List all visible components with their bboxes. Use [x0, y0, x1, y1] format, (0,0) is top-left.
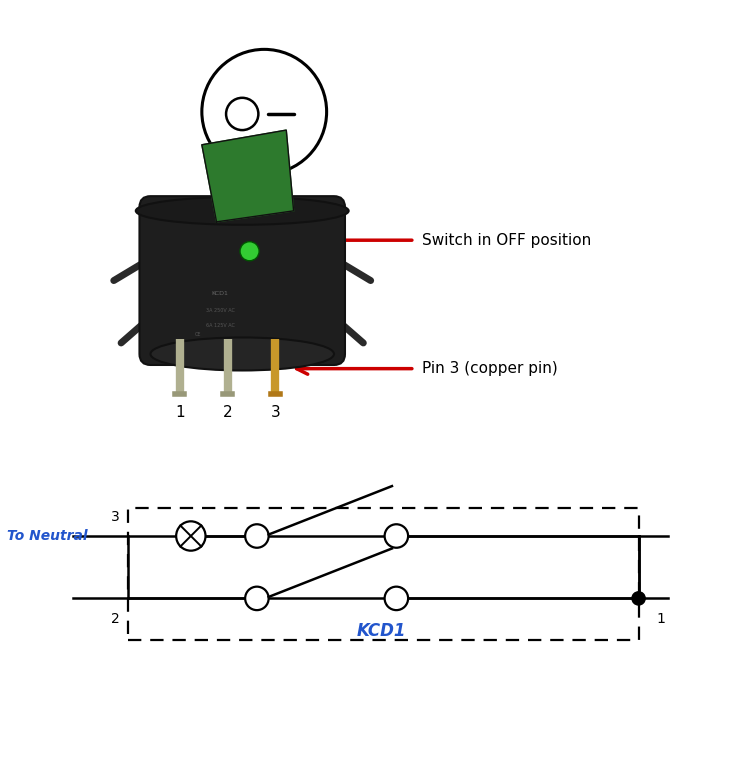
- Text: To Neutral: To Neutral: [7, 529, 88, 543]
- Ellipse shape: [150, 337, 334, 371]
- Ellipse shape: [136, 197, 349, 224]
- Circle shape: [202, 50, 327, 174]
- Circle shape: [385, 587, 408, 610]
- Circle shape: [632, 592, 645, 605]
- Text: 1: 1: [175, 405, 185, 420]
- Text: 1: 1: [657, 612, 666, 626]
- Text: 6A 125V AC: 6A 125V AC: [206, 323, 235, 328]
- Text: KCD1: KCD1: [357, 622, 407, 639]
- FancyBboxPatch shape: [139, 196, 345, 365]
- Circle shape: [176, 522, 206, 550]
- Text: 2: 2: [222, 405, 233, 420]
- Circle shape: [245, 524, 269, 548]
- Text: 3A 250V AC: 3A 250V AC: [206, 308, 235, 313]
- Text: CE: CE: [195, 331, 201, 337]
- Circle shape: [385, 524, 408, 548]
- Text: 3: 3: [270, 405, 280, 420]
- Circle shape: [245, 587, 269, 610]
- Text: KCD1: KCD1: [212, 291, 228, 296]
- Text: Switch in OFF position: Switch in OFF position: [422, 233, 592, 248]
- Text: Pin 3 (copper pin): Pin 3 (copper pin): [422, 361, 558, 376]
- Circle shape: [226, 98, 258, 130]
- Polygon shape: [202, 130, 294, 222]
- Text: 3: 3: [111, 510, 120, 524]
- Text: 2: 2: [111, 612, 120, 626]
- Circle shape: [240, 241, 259, 261]
